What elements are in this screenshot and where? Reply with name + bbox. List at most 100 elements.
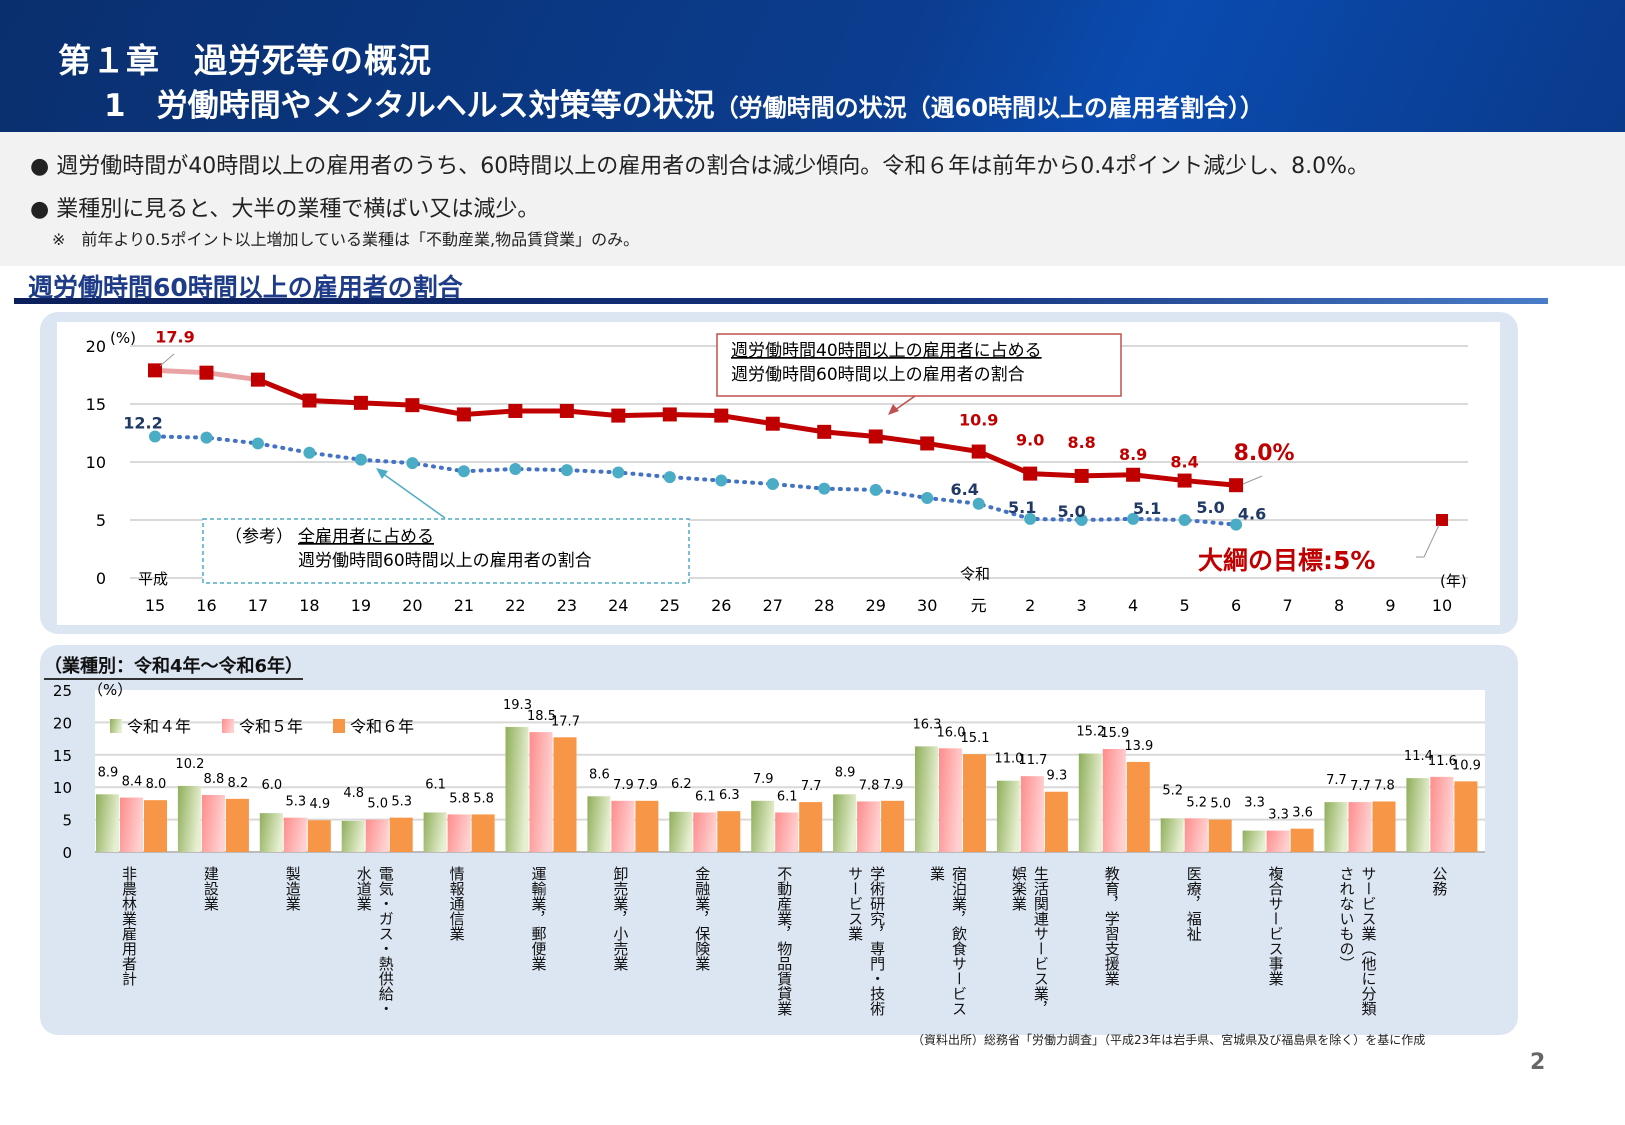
series-line-all-employees	[153, 434, 1239, 527]
x-tick-label: 5	[1180, 596, 1190, 615]
header-banner: 第１章 過労死等の概況 1 労働時間やメンタルヘルス対策等の状況（労働時間の状況…	[0, 0, 1625, 132]
page-number: 2	[1530, 1050, 1546, 1075]
bar-r4	[177, 785, 201, 852]
bar-r4	[833, 794, 857, 852]
bar-value-label: 13.9	[1124, 739, 1153, 754]
callout-box-40h	[716, 333, 1122, 397]
bar-value-label: 10.2	[175, 757, 204, 772]
data-point-all-employees	[972, 497, 985, 510]
data-label-all-employees: 5.0	[1196, 498, 1224, 517]
bar-value-label: 7.7	[801, 779, 822, 794]
x-tick-label: 25	[660, 596, 680, 615]
bar-r6	[717, 811, 741, 852]
y-axis-unit: (%)	[110, 329, 136, 347]
bar-r6	[307, 820, 331, 852]
bar-value-label: 6.2	[671, 777, 692, 792]
data-point-all-employees	[818, 482, 831, 495]
callout-text: 週労働時間60時間以上の雇用者の割合	[731, 365, 1025, 385]
bar-r5	[1184, 818, 1208, 852]
x-tick-label: 4	[1128, 596, 1138, 615]
bar-r4	[1406, 778, 1430, 852]
data-point-40h	[199, 365, 214, 380]
y-tick-label: 25	[53, 682, 72, 700]
bar-value-label: 5.8	[449, 791, 470, 806]
data-point-40h	[456, 407, 471, 422]
bar-category-label: 建設業	[201, 866, 220, 911]
bar-r4	[96, 794, 119, 852]
data-point-all-employees	[1075, 514, 1088, 526]
data-label-40h: 8.0%	[1234, 441, 1295, 466]
x-tick-label: 20	[402, 596, 422, 615]
data-point-40h	[1229, 478, 1244, 493]
data-point-all-employees	[354, 453, 367, 466]
data-label-all-employees: 12.2	[123, 413, 162, 432]
bullet-2: ● 業種別に見ると、大半の業種で横ばい又は減少。	[30, 197, 540, 222]
data-point-all-employees	[715, 474, 728, 487]
legend-label: 令和４年	[127, 717, 191, 736]
bar-value-label: 16.0	[937, 725, 966, 740]
bar-category-label: 医療，福祉	[1184, 866, 1203, 941]
bar-r6	[1126, 761, 1150, 852]
data-label-all-employees: 5.0	[1057, 502, 1085, 521]
bar-r4	[751, 800, 775, 852]
bar-value-label: 8.4	[122, 775, 143, 790]
data-label-all-employees: 6.4	[951, 480, 979, 499]
bar-category-label: 不動産業，物品賃貸業	[775, 866, 794, 1016]
data-point-all-employees	[303, 446, 316, 459]
bar-r6	[553, 737, 577, 852]
bar-category-label: 製造業	[283, 866, 302, 911]
legend-swatch	[222, 719, 234, 733]
bar-value-label: 5.2	[1186, 795, 1207, 810]
bar-r5	[1430, 776, 1454, 852]
bar-category-label: 電気・ガス・熱供給・ 水道業	[354, 866, 395, 1016]
x-tick-label: 24	[608, 596, 628, 615]
bar-value-label: 8.6	[589, 767, 610, 782]
bar-r5	[529, 732, 553, 852]
data-label-40h: 9.0	[1016, 431, 1044, 450]
bar-value-label: 8.8	[204, 772, 225, 787]
y-axis-unit: （%）	[88, 681, 132, 699]
x-tick-label: 3	[1077, 596, 1087, 615]
x-tick-label: 15	[145, 596, 165, 615]
data-label-40h: 8.8	[1067, 433, 1095, 452]
bar-value-label: 5.0	[1210, 797, 1231, 812]
x-tick-label: 7	[1282, 596, 1292, 615]
data-label-40h: 17.9	[155, 327, 194, 346]
data-point-all-employees	[251, 437, 264, 450]
data-point-all-employees	[1024, 512, 1037, 525]
data-point-40h	[559, 403, 574, 418]
data-label-all-employees: 4.6	[1238, 505, 1266, 524]
y-tick-label: 10	[53, 779, 72, 797]
data-point-all-employees	[560, 464, 573, 477]
leader-line	[1242, 475, 1263, 485]
x-tick-label: 26	[711, 596, 731, 615]
bar-r4	[505, 726, 529, 852]
x-tick-label: 16	[196, 596, 216, 615]
x-axis-unit: (年)	[1440, 572, 1467, 590]
bar-r5	[201, 794, 225, 852]
bar-value-label: 11.4	[1404, 749, 1433, 764]
bar-r5	[693, 812, 717, 852]
data-point-all-employees	[457, 465, 470, 478]
data-point-all-employees	[509, 462, 522, 475]
bar-r4	[915, 746, 938, 852]
bar-value-label: 8.2	[228, 776, 249, 791]
bar-category-label: 情報通信業	[447, 866, 466, 941]
bar-value-label: 5.2	[1162, 783, 1183, 798]
bar-category-label: 教育，学習支援業	[1102, 866, 1121, 986]
x-tick-label: 21	[454, 596, 474, 615]
bullet-note: ※ 前年より0.5ポイント以上増加している業種は「不動産業,物品賃貸業」のみ。	[52, 230, 640, 249]
data-point-all-employees	[406, 457, 419, 470]
x-tick-label: 23	[557, 596, 577, 615]
bar-r5	[1348, 802, 1372, 852]
data-point-40h	[1126, 467, 1141, 482]
bar-value-label: 6.1	[695, 789, 716, 804]
data-point-40h	[1177, 473, 1192, 488]
y-tick-label: 0	[62, 844, 72, 862]
x-tick-label: 19	[351, 596, 371, 615]
data-point-all-employees	[200, 431, 213, 444]
bar-r5	[1102, 748, 1126, 852]
callout-text: 週労働時間60時間以上の雇用者の割合	[298, 551, 592, 571]
y-tick-label: 0	[96, 569, 106, 588]
bar-r4	[1324, 802, 1348, 852]
